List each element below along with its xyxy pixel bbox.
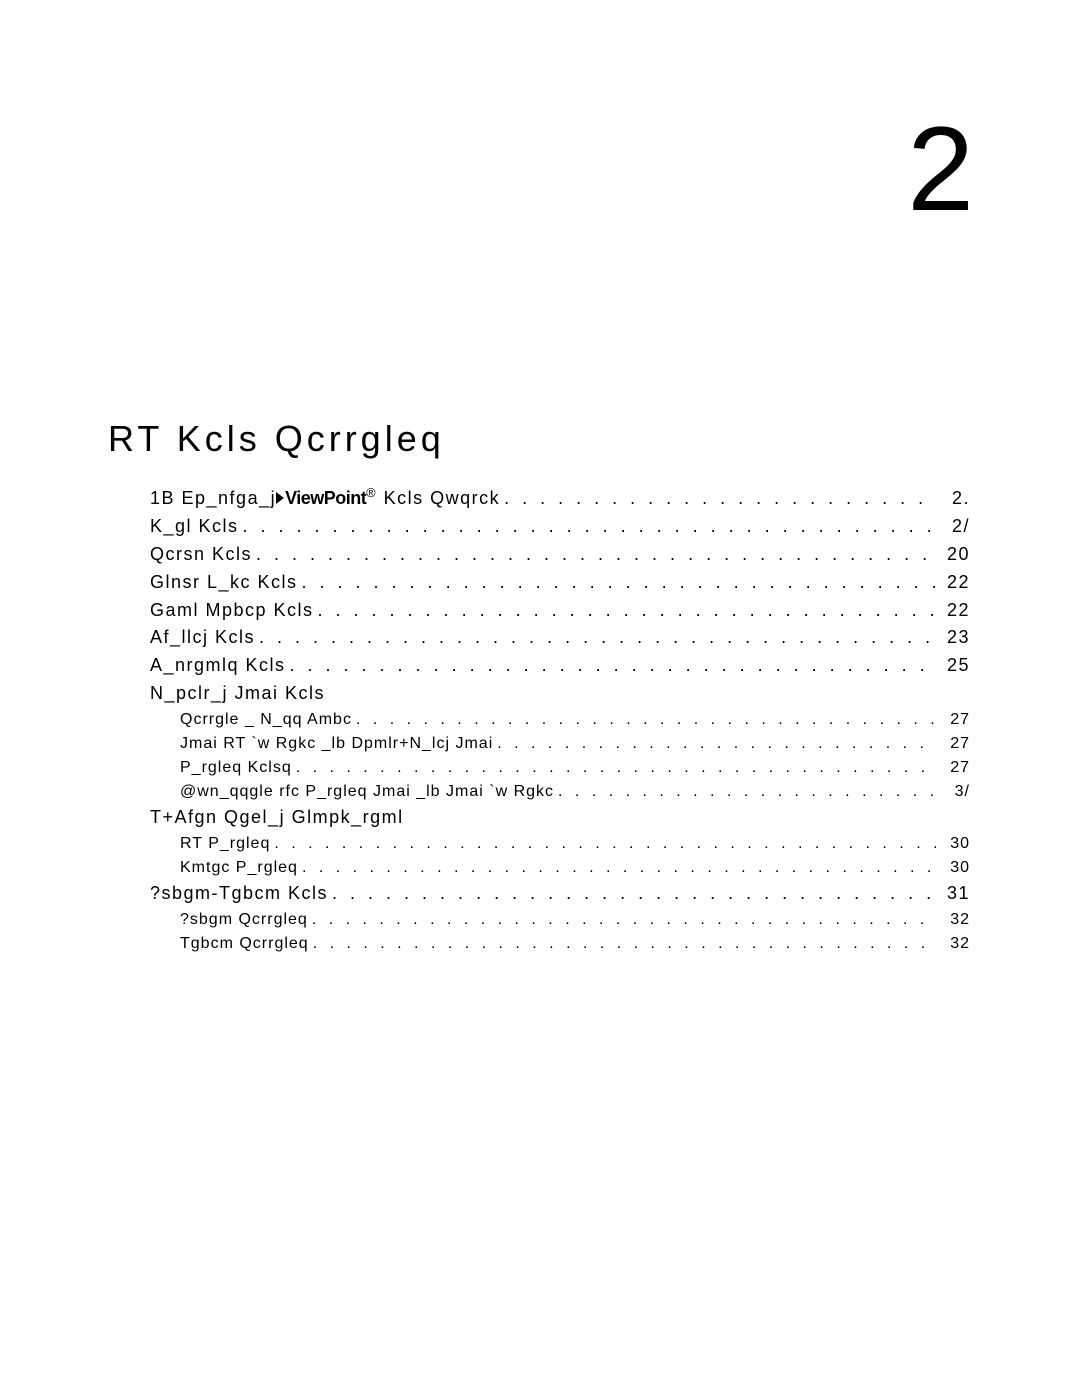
toc-entry: ?sbgm Qcrrgleq 32 bbox=[180, 908, 970, 932]
toc-entry: Gaml Mpbcp Kcls 22 bbox=[150, 597, 970, 625]
toc-entry: P_rgleq Kclsq 27 bbox=[180, 756, 970, 780]
toc-entry-label: ?sbgm Qcrrgleq bbox=[180, 908, 308, 932]
toc-leader-dots bbox=[290, 652, 936, 680]
toc-leader-dots bbox=[256, 541, 936, 569]
toc-entry-page: 23 bbox=[940, 624, 970, 652]
toc-leader-dots bbox=[296, 756, 936, 780]
toc-entry-page: 32 bbox=[940, 908, 970, 932]
toc-entry-label: Tgbcm Qcrrgleq bbox=[180, 932, 309, 956]
toc-heading: T+Afgn Qgel_j Glmpk_rgml bbox=[150, 804, 970, 832]
toc-entry-label: @wn_qqgle rfc P_rgleq Jmai _lb Jmai `w R… bbox=[180, 780, 554, 804]
toc-entry-label: Glnsr L_kc Kcls bbox=[150, 569, 298, 597]
toc-entry-page: 27 bbox=[940, 708, 970, 732]
toc-entry-label: A_nrgmlq Kcls bbox=[150, 652, 286, 680]
toc-entry-page: 27 bbox=[940, 756, 970, 780]
toc-entry-label: ?sbgm-Tgbcm Kcls bbox=[150, 880, 328, 908]
toc-entry: Jmai RT `w Rgkc _lb Dpmlr+N_lcj Jmai 27 bbox=[180, 732, 970, 756]
toc-leader-dots bbox=[259, 624, 936, 652]
toc-entry: K_gl Kcls 2/ bbox=[150, 513, 970, 541]
toc-entry-label: 1B Ep_nfga_jViewPoint® Kcls Qwqrck bbox=[150, 484, 500, 513]
toc-entry-page: 32 bbox=[940, 932, 970, 956]
toc-entry: Kmtgc P_rgleq 30 bbox=[180, 856, 970, 880]
chapter-number: 2 bbox=[110, 100, 970, 238]
toc-entry-label: Qcrrgle _ N_qq Ambc bbox=[180, 708, 352, 732]
registered-mark: ® bbox=[366, 486, 377, 500]
table-of-contents: 1B Ep_nfga_jViewPoint® Kcls Qwqrck 2.K_g… bbox=[150, 484, 970, 956]
toc-entry-page: 30 bbox=[940, 856, 970, 880]
toc-entry: 1B Ep_nfga_jViewPoint® Kcls Qwqrck 2. bbox=[150, 484, 970, 513]
triangle-icon bbox=[276, 492, 284, 504]
toc-entry-label: RT P_rgleq bbox=[180, 832, 270, 856]
toc-entry: Af_llcj Kcls 23 bbox=[150, 624, 970, 652]
toc-entry-label: Af_llcj Kcls bbox=[150, 624, 255, 652]
toc-entry: ?sbgm-Tgbcm Kcls 31 bbox=[150, 880, 970, 908]
toc-leader-dots bbox=[356, 708, 936, 732]
toc-entry: Qcrsn Kcls 20 bbox=[150, 541, 970, 569]
brand-text: ViewPoint bbox=[285, 488, 366, 508]
toc-entry-label: Gaml Mpbcp Kcls bbox=[150, 597, 314, 625]
toc-entry-page: 3/ bbox=[940, 780, 970, 804]
toc-heading: N_pclr_j Jmai Kcls bbox=[150, 680, 970, 708]
toc-entry: RT P_rgleq 30 bbox=[180, 832, 970, 856]
toc-entry: Qcrrgle _ N_qq Ambc 27 bbox=[180, 708, 970, 732]
toc-entry-page: 20 bbox=[940, 541, 970, 569]
toc-leader-dots bbox=[243, 513, 936, 541]
toc-entry-page: 22 bbox=[940, 569, 970, 597]
toc-leader-dots bbox=[313, 932, 936, 956]
toc-entry: Glnsr L_kc Kcls 22 bbox=[150, 569, 970, 597]
toc-entry-page: 22 bbox=[940, 597, 970, 625]
toc-entry-page: 31 bbox=[940, 880, 970, 908]
toc-entry-label: Jmai RT `w Rgkc _lb Dpmlr+N_lcj Jmai bbox=[180, 732, 493, 756]
toc-leader-dots bbox=[558, 780, 936, 804]
toc-entry-page: 2. bbox=[940, 485, 970, 513]
toc-entry-label: Kmtgc P_rgleq bbox=[180, 856, 298, 880]
toc-leader-dots bbox=[504, 485, 936, 513]
toc-entry: @wn_qqgle rfc P_rgleq Jmai _lb Jmai `w R… bbox=[180, 780, 970, 804]
toc-leader-dots bbox=[497, 732, 936, 756]
toc-entry-label: Qcrsn Kcls bbox=[150, 541, 252, 569]
toc-entry-label: K_gl Kcls bbox=[150, 513, 239, 541]
toc-entry: Tgbcm Qcrrgleq 32 bbox=[180, 932, 970, 956]
toc-entry-page: 2/ bbox=[940, 513, 970, 541]
toc-entry: A_nrgmlq Kcls 25 bbox=[150, 652, 970, 680]
chapter-title: RT Kcls Qcrrgleq bbox=[108, 418, 970, 460]
page-container: 2 RT Kcls Qcrrgleq 1B Ep_nfga_jViewPoint… bbox=[0, 0, 1080, 956]
toc-leader-dots bbox=[318, 597, 936, 625]
toc-leader-dots bbox=[302, 569, 936, 597]
toc-leader-dots bbox=[274, 832, 936, 856]
toc-leader-dots bbox=[312, 908, 936, 932]
toc-leader-dots bbox=[302, 856, 936, 880]
toc-entry-page: 25 bbox=[940, 652, 970, 680]
toc-entry-page: 30 bbox=[940, 832, 970, 856]
toc-leader-dots bbox=[332, 880, 936, 908]
toc-entry-label: P_rgleq Kclsq bbox=[180, 756, 292, 780]
toc-entry-page: 27 bbox=[940, 732, 970, 756]
